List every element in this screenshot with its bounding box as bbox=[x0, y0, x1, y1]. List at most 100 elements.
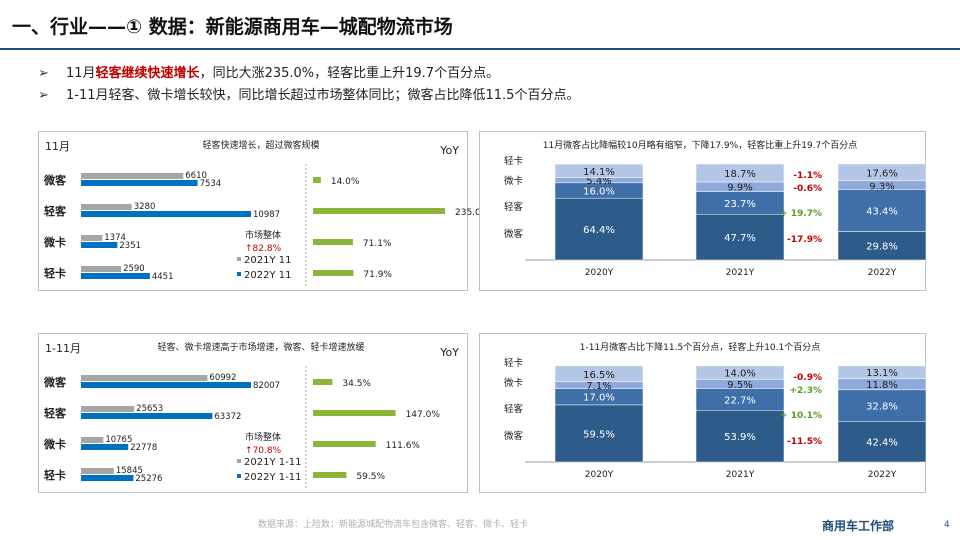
stack-segment bbox=[554, 197, 644, 261]
segment-value-label: 64.4% bbox=[583, 225, 615, 236]
panel-label: 1-11月 bbox=[45, 342, 81, 355]
bar-prev-year bbox=[81, 375, 208, 381]
bar-value-label: 25653 bbox=[136, 404, 163, 414]
segment-value-label: 18.7% bbox=[724, 169, 756, 180]
change-label: -17.9% bbox=[787, 235, 822, 245]
segment-value-label: 16.0% bbox=[583, 186, 615, 197]
bar-prev-year bbox=[81, 468, 114, 474]
stack-segment bbox=[837, 163, 927, 182]
segment-value-label: 9.5% bbox=[727, 380, 752, 391]
chart-title: 11月微客占比降幅较10月略有缩窄，下降17.9%，轻客比重上升19.7个百分点 bbox=[543, 139, 858, 151]
stack-segment bbox=[554, 365, 644, 382]
yoy-bar bbox=[313, 270, 354, 276]
x-tick-label: 2020Y bbox=[585, 470, 614, 480]
bar-value-label: 7534 bbox=[200, 179, 222, 189]
bar-prev-year bbox=[81, 406, 135, 412]
row-label: 轻客 bbox=[504, 403, 524, 415]
chart-svg: 1-11月 轻客、微卡增速高于市场增速，微客、轻卡增速放缓 YoY 微客 60992 82… bbox=[43, 341, 459, 488]
bar-value-label: 25276 bbox=[135, 474, 162, 484]
chart-title: 1-11月微客占比下降11.5个百分点，轻客上升10.1个百分点 bbox=[580, 341, 821, 353]
category-label: 轻客 bbox=[44, 406, 67, 420]
bar-value-label: 2351 bbox=[119, 241, 141, 251]
chart-title: 轻客、微卡增速高于市场增速，微客、轻卡增速放缓 bbox=[157, 341, 364, 353]
chart-svg: 11月微客占比降幅较10月略有缩窄，下降17.9%，轻客比重上升19.7个百分点… bbox=[504, 139, 927, 278]
stack-segment bbox=[554, 163, 644, 178]
stack-segment bbox=[695, 410, 785, 463]
category-label: 微客 bbox=[43, 375, 67, 389]
summary-bullets: ➢ 11月轻客继续快速增长，同比大涨235.0%，轻客比重上升19.7个百分点。 … bbox=[38, 63, 579, 107]
change-label: -0.6% bbox=[793, 184, 822, 194]
change-label: -1.1% bbox=[793, 171, 822, 181]
market-value: ↑70.8% bbox=[245, 446, 282, 456]
bullet-item: ➢ 1-11月轻客、微卡增长较快，同比增长超过市场整体同比；微客占比降低11.5个… bbox=[38, 85, 579, 107]
category-label: 轻卡 bbox=[44, 468, 66, 482]
bar-current-year bbox=[81, 382, 251, 388]
legend-label: 2021Y 11 bbox=[244, 255, 291, 266]
segment-value-label: 14.0% bbox=[724, 369, 756, 380]
yoy-value-label: 59.5% bbox=[356, 472, 385, 482]
category-label: 微卡 bbox=[43, 437, 66, 451]
change-label: + 19.7% bbox=[780, 209, 822, 219]
category-label: 轻客 bbox=[44, 204, 67, 218]
monthly-share-chart: 11月微客占比降幅较10月略有缩窄，下降17.9%，轻客比重上升19.7个百分点… bbox=[479, 131, 927, 291]
stack-segment bbox=[695, 365, 785, 380]
segment-value-label: 16.5% bbox=[583, 370, 615, 381]
bar-value-label: 10987 bbox=[253, 210, 280, 220]
bar-value-label: 82007 bbox=[253, 381, 280, 391]
data-source-note: 数据来源：上险数；新能源城配物流车包含微客、轻客、微卡、轻卡 bbox=[258, 520, 529, 530]
bar-current-year bbox=[81, 211, 251, 217]
bar-prev-year bbox=[81, 235, 103, 241]
yoy-bar bbox=[313, 208, 445, 214]
legend-label: 2022Y 11 bbox=[244, 270, 291, 281]
stack-segment bbox=[837, 231, 927, 261]
yoy-value-label: 111.6% bbox=[386, 441, 421, 451]
x-tick-label: 2021Y bbox=[726, 268, 755, 278]
panel-label: 11月 bbox=[45, 140, 70, 153]
stack-segment bbox=[837, 389, 927, 422]
segment-value-label: 22.7% bbox=[724, 395, 756, 406]
category-label: 微卡 bbox=[43, 235, 66, 249]
yoy-label: YoY bbox=[439, 144, 459, 157]
legend-marker bbox=[237, 474, 241, 478]
yoy-bar bbox=[313, 239, 353, 245]
market-label: 市场整体 bbox=[245, 431, 281, 443]
legend-marker bbox=[237, 459, 241, 463]
segment-value-label: 9.3% bbox=[869, 181, 894, 192]
legend-marker bbox=[237, 257, 241, 261]
ytd-share-chart: 1-11月微客占比下降11.5个百分点，轻客上升10.1个百分点 59.5% 17.… bbox=[479, 333, 927, 493]
segment-value-label: 9.9% bbox=[727, 183, 752, 194]
segment-value-label: 5.4% bbox=[586, 176, 611, 187]
segment-value-label: 7.1% bbox=[586, 381, 611, 392]
segment-value-label: 47.7% bbox=[724, 233, 756, 244]
x-tick-label: 2020Y bbox=[585, 268, 614, 278]
bar-current-year bbox=[81, 475, 134, 481]
change-label: -11.5% bbox=[787, 437, 822, 447]
segment-value-label: 53.9% bbox=[724, 432, 756, 443]
x-tick-label: 2022Y bbox=[868, 268, 897, 278]
segment-value-label: 29.8% bbox=[866, 242, 898, 253]
segment-value-label: 42.4% bbox=[866, 438, 898, 449]
bullet-text: ，同比大涨235.0%，轻客比重上升19.7个百分点。 bbox=[199, 66, 500, 81]
stack-segment bbox=[695, 213, 785, 261]
department-label: 商用车工作部 bbox=[822, 519, 895, 533]
ytd-volume-chart: 1-11月 轻客、微卡增速高于市场增速，微客、轻卡增速放缓 YoY 微客 60992 82… bbox=[38, 333, 468, 493]
chart-title: 轻客快速增长，超过微客规模 bbox=[202, 139, 319, 151]
bar-prev-year bbox=[81, 437, 104, 443]
bar-prev-year bbox=[81, 204, 132, 210]
yoy-bar bbox=[313, 177, 321, 183]
bar-current-year bbox=[81, 413, 213, 419]
stack-segment bbox=[837, 189, 927, 232]
segment-value-label: 59.5% bbox=[583, 429, 615, 440]
bullet-item: ➢ 11月轻客继续快速增长，同比大涨235.0%，轻客比重上升19.7个百分点。 bbox=[38, 63, 579, 85]
bar-prev-year bbox=[81, 266, 122, 272]
stack-segment bbox=[695, 163, 785, 183]
yoy-value-label: 14.0% bbox=[331, 177, 360, 187]
segment-value-label: 17.6% bbox=[866, 168, 898, 179]
bar-value-label: 6610 bbox=[185, 171, 207, 181]
bar-prev-year bbox=[81, 173, 184, 179]
yoy-value-label: 235.0% bbox=[455, 208, 490, 218]
page-number: 4 bbox=[944, 520, 950, 530]
bar-current-year bbox=[81, 273, 150, 279]
bar-value-label: 2590 bbox=[123, 264, 145, 274]
